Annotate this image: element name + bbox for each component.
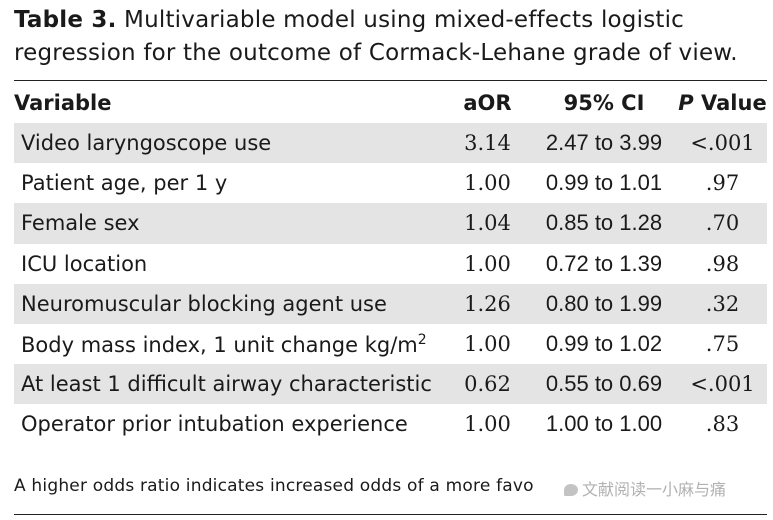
table-footnote: A higher odds ratio indicates increased …	[14, 476, 534, 496]
watermark-text: 文献阅读一小麻与痛	[582, 480, 727, 499]
cell-variable: Body mass index, 1 unit change kg/m2	[14, 324, 445, 364]
top-rule	[14, 80, 767, 81]
cell-p: .32	[678, 283, 767, 324]
header-p-value: P Value	[678, 83, 767, 123]
cell-ci: 0.99 to 1.01	[545, 170, 663, 196]
cell-variable: Patient age, per 1 y	[21, 171, 228, 196]
cell-aor: 0.62	[445, 364, 530, 405]
header-p-letter: P	[678, 91, 694, 115]
cell-ci: 0.80 to 1.99	[530, 283, 678, 324]
cell-ci: 0.85 to 1.28	[530, 203, 678, 244]
cell-variable-text: Body mass index, 1 unit change kg/m	[21, 332, 418, 357]
cell-ci: 0.55 to 0.69	[530, 364, 678, 405]
table-row: Video laryngoscope use 3.14 2.47 to 3.99…	[14, 123, 767, 164]
cell-p: <.001	[678, 123, 767, 164]
cell-ci: 2.47 to 3.99	[530, 123, 678, 164]
cell-ci: 1.00 to 1.00	[545, 411, 663, 437]
cell-p: .75	[705, 332, 740, 357]
caption-text: Multivariable model using mixed-effects …	[14, 7, 738, 66]
table-caption: Table 3. Multivariable model using mixed…	[14, 4, 764, 70]
cell-aor: 1.00	[464, 251, 511, 276]
header-aor: aOR	[463, 91, 512, 115]
cell-aor: 1.26	[445, 283, 530, 324]
cell-aor: 1.04	[445, 203, 530, 244]
chat-bubble-icon	[564, 484, 578, 496]
table-row: Female sex 1.04 0.85 to 1.28 .70	[14, 203, 767, 244]
superscript-two: 2	[417, 331, 427, 348]
cell-variable: At least 1 difficult airway characterist…	[14, 364, 445, 405]
results-table: Variable aOR 95% CI P Value Video laryng…	[14, 83, 767, 445]
cell-variable: Video laryngoscope use	[14, 123, 445, 164]
cell-p: .83	[705, 412, 740, 437]
cell-variable: Neuromuscular blocking agent use	[14, 283, 445, 324]
cell-p: .98	[705, 251, 740, 276]
cell-variable: Operator prior intubation experience	[21, 412, 408, 437]
table-label: Table 3.	[14, 7, 117, 33]
table-row: Patient age, per 1 y 1.00 0.99 to 1.01 .…	[14, 163, 767, 203]
cell-ci: 0.72 to 1.39	[545, 250, 663, 276]
cell-variable: Female sex	[14, 203, 445, 244]
header-row: Variable aOR 95% CI P Value	[14, 83, 767, 123]
table-row: ICU location 1.00 0.72 to 1.39 .98	[14, 244, 767, 284]
cell-aor: 1.00	[464, 332, 511, 357]
bottom-rule	[14, 514, 767, 515]
cell-p: .70	[678, 203, 767, 244]
table-row: At least 1 difficult airway characterist…	[14, 364, 767, 405]
header-ci: 95% CI	[563, 91, 645, 115]
cell-aor: 3.14	[445, 123, 530, 164]
table-row: Operator prior intubation experience 1.0…	[14, 404, 767, 444]
table-row: Body mass index, 1 unit change kg/m2 1.0…	[14, 324, 767, 364]
cell-p: <.001	[678, 364, 767, 405]
cell-variable: ICU location	[21, 251, 148, 276]
cell-aor: 1.00	[464, 412, 511, 437]
cell-p: .97	[705, 171, 740, 196]
header-p-word: Value	[693, 91, 767, 115]
watermark: 文献阅读一小麻与痛	[564, 476, 726, 500]
table-row: Neuromuscular blocking agent use 1.26 0.…	[14, 283, 767, 324]
cell-ci: 0.99 to 1.02	[545, 331, 663, 357]
cell-aor: 1.00	[464, 171, 511, 196]
header-variable: Variable	[14, 91, 112, 115]
